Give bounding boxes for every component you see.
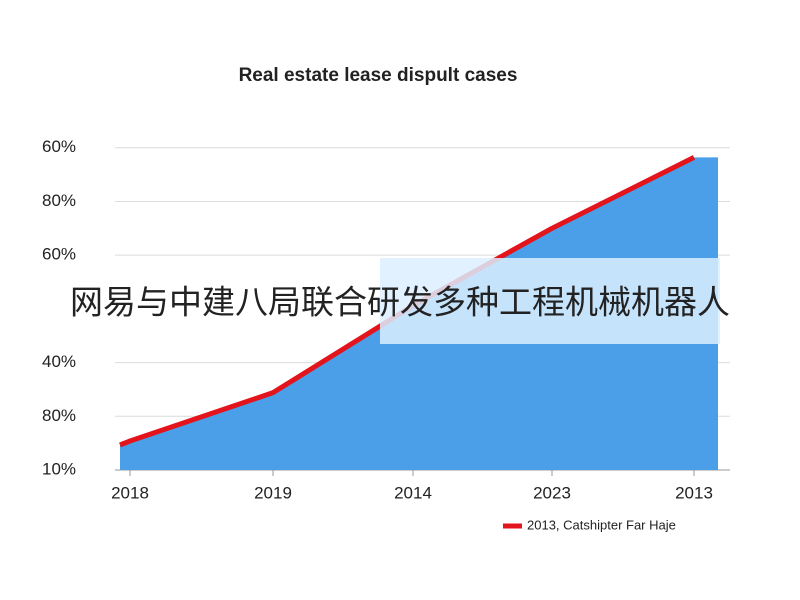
x-tick-label: 2023 <box>533 483 571 502</box>
y-tick-label: 10% <box>42 459 76 478</box>
y-tick-label: 80% <box>42 191 76 210</box>
line <box>119 155 696 448</box>
y-tick-label: 60% <box>42 245 76 264</box>
overlay-band <box>380 258 720 344</box>
x-tick-label: 2019 <box>254 483 292 502</box>
legend-label: 2013, Catshipter Far Haje <box>527 517 676 532</box>
y-tick-label: 80% <box>42 406 76 425</box>
y-tick-label: 60% <box>42 137 76 156</box>
overlay-text: 网易与中建八局联合研发多种工程机械机器人 <box>70 284 730 321</box>
x-tick-label: 2014 <box>394 483 432 502</box>
chart-title: Real estate lease dispult cases <box>239 65 518 86</box>
x-tick-label: 2013 <box>675 483 713 502</box>
x-tick-label: 2018 <box>111 483 149 502</box>
y-tick-label: 40% <box>42 352 76 371</box>
